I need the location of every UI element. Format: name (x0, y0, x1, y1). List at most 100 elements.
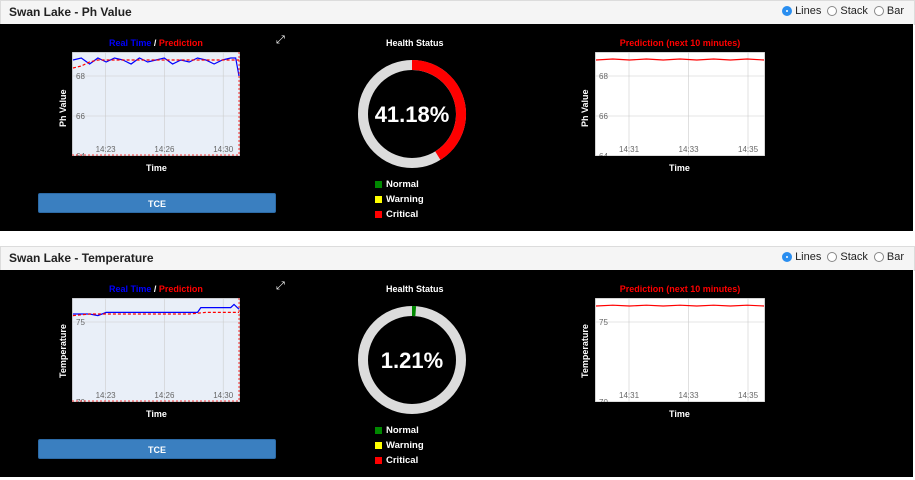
x-axis-label: Time (146, 409, 167, 419)
legend-critical: Critical (375, 453, 424, 468)
x-axis-label: Time (669, 163, 690, 173)
radio-lines[interactable] (782, 6, 793, 16)
realtime-label: Real Time (109, 38, 152, 48)
prediction-label: Prediction (158, 284, 203, 294)
option-bar[interactable]: Bar (873, 5, 904, 17)
option-label: Lines (795, 5, 822, 17)
health-legend: Normal Warning Critical (375, 423, 424, 468)
health-percent: 41.18% (375, 102, 450, 127)
title-separator: / (151, 284, 159, 294)
x-tick-label: 14:33 (679, 145, 700, 154)
radio-bar[interactable] (873, 252, 884, 262)
prediction-chart-title: Prediction (next 10 minutes) (619, 38, 741, 48)
y-tick-label: 75 (599, 318, 608, 327)
prediction-label: Prediction (158, 38, 203, 48)
prediction-series-line (72, 59, 239, 69)
y-tick-label: 66 (599, 112, 608, 121)
y-tick-label: 64 (599, 152, 608, 156)
y-tick-label: 70 (76, 398, 85, 402)
normal-swatch (375, 427, 382, 434)
gauge-value-arc (411, 60, 466, 160)
y-tick-label: 68 (76, 72, 85, 81)
y-axis-label: Temperature (580, 324, 590, 378)
x-tick-label: 14:23 (96, 391, 117, 400)
radio-bar[interactable] (873, 6, 884, 16)
health-status-title: Health Status (386, 38, 444, 48)
radio-lines[interactable] (782, 252, 793, 262)
y-tick-label: 64 (76, 152, 85, 156)
option-label: Stack (840, 5, 868, 17)
prediction-chart-title: Prediction (next 10 minutes) (619, 284, 741, 294)
tce-button[interactable]: TCE (38, 439, 276, 459)
prediction-series-line (595, 304, 765, 307)
x-tick-label: 14:30 (213, 145, 234, 154)
plot-area (72, 298, 240, 402)
legend-label: Normal (386, 179, 419, 190)
x-axis-label: Time (146, 163, 167, 173)
y-tick-label: 68 (599, 72, 608, 81)
chart-type-options: Lines Stack Bar (782, 251, 904, 263)
title-separator: / (151, 38, 159, 48)
realtime-chart-title: Real Time / Prediction (72, 38, 240, 48)
warning-swatch (375, 442, 382, 449)
option-label: Bar (886, 5, 904, 17)
warning-swatch (375, 196, 382, 203)
option-bar[interactable]: Bar (873, 251, 904, 263)
expand-icon[interactable]: ⤢ (276, 280, 285, 292)
health-percent: 1.21% (381, 348, 443, 373)
critical-swatch (375, 211, 382, 218)
legend-label: Critical (386, 455, 419, 466)
option-label: Lines (795, 251, 822, 263)
option-lines[interactable]: Lines (782, 251, 821, 263)
health-gauge: 41.18% (356, 58, 468, 170)
gauge-bg (356, 304, 468, 416)
legend-label: Warning (386, 194, 424, 205)
panel-title: Swan Lake - Ph Value (9, 5, 132, 19)
chart-type-options: Lines Stack Bar (782, 5, 904, 17)
y-tick-label: 75 (76, 318, 85, 327)
legend-label: Normal (386, 425, 419, 436)
ph-value-panel: Swan Lake - Ph Value Lines Stack Bar Rea… (0, 0, 915, 231)
prediction-series-line (595, 58, 765, 61)
option-stack[interactable]: Stack (827, 251, 868, 263)
y-axis-label: Ph Value (580, 89, 590, 127)
temperature-panel: Swan Lake - Temperature Lines Stack Bar … (0, 246, 915, 477)
radio-stack[interactable] (827, 6, 838, 16)
legend-normal: Normal (375, 177, 424, 192)
expand-icon[interactable]: ⤢ (276, 34, 285, 46)
prediction-chart: 14:31 14:33 14:35 68 66 64 (595, 52, 765, 156)
legend-normal: Normal (375, 423, 424, 438)
radio-stack[interactable] (827, 252, 838, 262)
health-status-title: Health Status (386, 284, 444, 294)
x-tick-label: 14:26 (154, 391, 175, 400)
y-axis-label: Ph Value (58, 89, 68, 127)
panel-title: Swan Lake - Temperature (9, 251, 154, 265)
panel-body: Real Time / Prediction ⤢ 14:23 14:26 14:30… (0, 24, 913, 231)
plot-area (72, 52, 240, 156)
option-label: Stack (840, 251, 868, 263)
gauge-bg (356, 58, 468, 170)
y-tick-label: 70 (599, 398, 608, 402)
x-tick-label: 14:35 (738, 145, 759, 154)
tce-button[interactable]: TCE (38, 193, 276, 213)
normal-swatch (375, 181, 382, 188)
realtime-chart-title: Real Time / Prediction (72, 284, 240, 294)
y-tick-label: 66 (76, 112, 85, 121)
x-tick-label: 14:35 (738, 391, 759, 400)
plot-area (595, 298, 765, 402)
legend-label: Warning (386, 440, 424, 451)
realtime-label: Real Time (109, 284, 152, 294)
x-axis-label: Time (669, 409, 690, 419)
panel-body: Real Time / Prediction ⤢ 14:23 14:26 14:30… (0, 270, 913, 477)
health-legend: Normal Warning Critical (375, 177, 424, 222)
realtime-chart: 14:23 14:26 14:30 75 70 (72, 298, 240, 402)
y-axis-label: Temperature (58, 324, 68, 378)
option-stack[interactable]: Stack (827, 5, 868, 17)
option-lines[interactable]: Lines (782, 5, 821, 17)
option-label: Bar (886, 251, 904, 263)
health-gauge: 1.21% (356, 304, 468, 416)
panel-header: Swan Lake - Ph Value Lines Stack Bar (0, 0, 915, 25)
realtime-chart: 14:23 14:26 14:30 68 66 64 (72, 52, 240, 156)
panel-header: Swan Lake - Temperature Lines Stack Bar (0, 246, 915, 271)
legend-warning: Warning (375, 192, 424, 207)
